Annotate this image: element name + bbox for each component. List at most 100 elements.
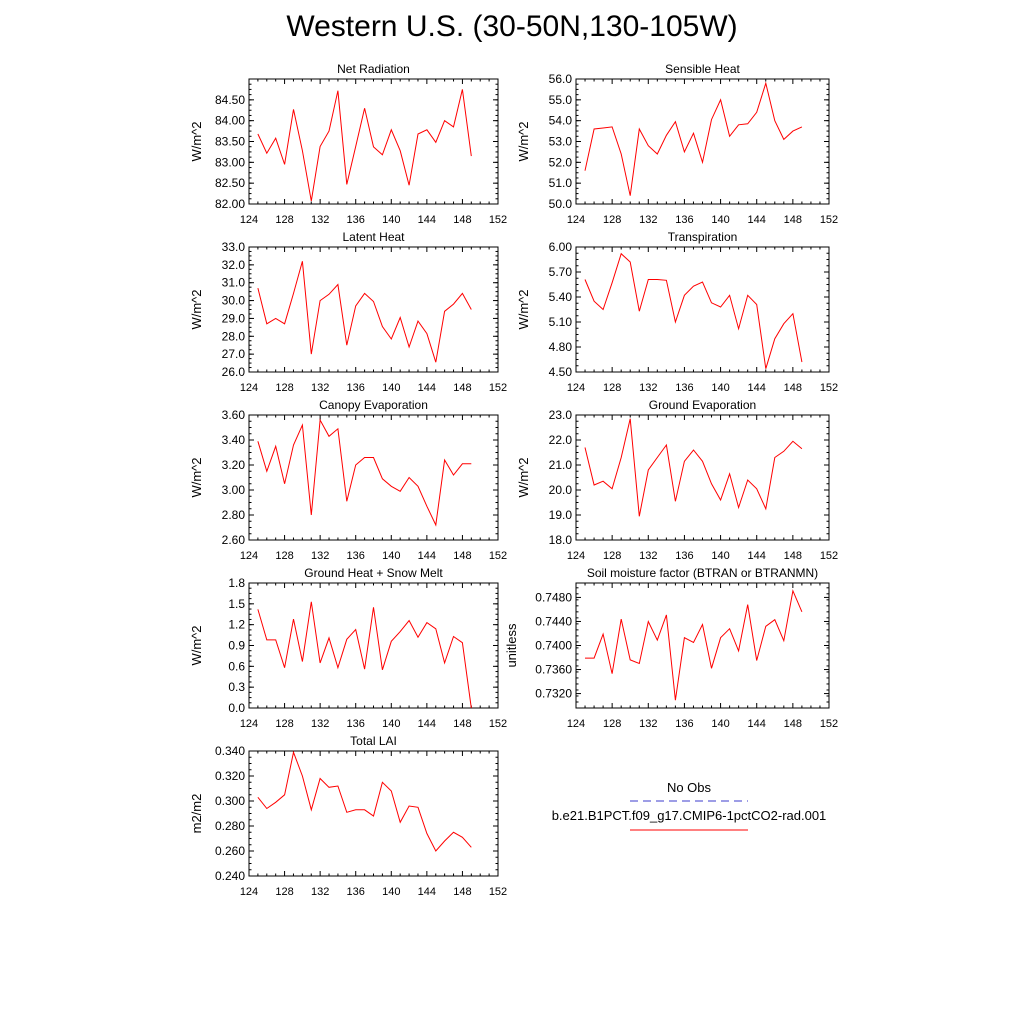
x-tick-label: 152 — [489, 718, 507, 730]
y-tick-label: 0.340 — [215, 744, 245, 758]
y-tick-label: 83.50 — [215, 135, 245, 149]
x-tick-label: 132 — [639, 214, 657, 226]
series-line — [257, 89, 472, 202]
x-tick-label: 144 — [748, 550, 766, 562]
legend-label-model: b.e21.B1PCT.f09_g17.CMIP6-1pctCO2-rad.00… — [552, 808, 827, 823]
x-tick-label: 124 — [567, 718, 585, 730]
x-tick-label: 152 — [489, 214, 507, 226]
x-tick-label: 152 — [820, 550, 838, 562]
x-tick-label: 144 — [418, 886, 436, 898]
y-tick-label: 5.40 — [549, 290, 573, 304]
x-tick-label: 148 — [784, 214, 802, 226]
y-tick-label: 55.0 — [549, 93, 573, 107]
x-tick-label: 124 — [567, 214, 585, 226]
x-tick-label: 152 — [820, 718, 838, 730]
x-tick-label: 144 — [748, 214, 766, 226]
x-tick-label: 128 — [275, 718, 293, 730]
x-tick-label: 132 — [639, 718, 657, 730]
x-tick-label: 136 — [675, 718, 693, 730]
x-tick-label: 128 — [275, 886, 293, 898]
x-tick-label: 128 — [275, 214, 293, 226]
x-tick-label: 128 — [603, 214, 621, 226]
panel-2: Sensible Heat 124 128 132 136 140 144 148 152 50.… — [516, 62, 838, 226]
x-tick-label: 144 — [418, 550, 436, 562]
y-tick-label: 53.0 — [549, 135, 573, 149]
x-tick-label: 140 — [382, 214, 400, 226]
x-tick-label: 152 — [820, 382, 838, 394]
x-tick-label: 148 — [784, 550, 802, 562]
x-tick-label: 140 — [711, 550, 729, 562]
x-tick-label: 144 — [418, 214, 436, 226]
y-tick-label: 4.80 — [549, 340, 573, 354]
x-tick-label: 140 — [382, 886, 400, 898]
panel-title: Soil moisture factor (BTRAN or BTRANMN) — [587, 566, 818, 580]
series-line — [257, 418, 472, 527]
y-tick-label: 0.3 — [228, 680, 245, 694]
series-line — [584, 252, 803, 369]
y-tick-label: 28.0 — [222, 329, 246, 343]
y-axis-label: unitless — [504, 623, 519, 668]
y-tick-label: 56.0 — [549, 72, 573, 86]
series-line — [257, 601, 472, 709]
x-tick-label: 144 — [418, 718, 436, 730]
y-tick-label: 0.7440 — [535, 614, 572, 628]
x-tick-label: 148 — [453, 550, 471, 562]
x-tick-label: 136 — [675, 214, 693, 226]
x-tick-label: 124 — [567, 382, 585, 394]
y-tick-label: 82.00 — [215, 197, 245, 211]
panel-3: Latent Heat 124 128 132 136 140 144 148 152 26.0 2… — [189, 230, 507, 394]
x-tick-label: 140 — [382, 382, 400, 394]
y-tick-label: 20.0 — [549, 483, 573, 497]
panel-title: Latent Heat — [342, 230, 405, 244]
y-tick-label: 52.0 — [549, 155, 573, 169]
plot-frame — [575, 414, 830, 541]
y-tick-label: 4.50 — [549, 365, 573, 379]
x-tick-label: 132 — [311, 550, 329, 562]
x-tick-label: 132 — [311, 886, 329, 898]
x-tick-label: 128 — [603, 550, 621, 562]
panel-1: Net Radiation 124 128 132 136 140 144 148 152 82.… — [189, 62, 507, 226]
series-line — [584, 81, 803, 196]
x-tick-label: 144 — [748, 718, 766, 730]
y-tick-label: 3.60 — [222, 408, 246, 422]
x-tick-label: 152 — [489, 550, 507, 562]
y-tick-label: 0.6 — [228, 659, 245, 673]
y-axis-label: W/m^2 — [516, 289, 531, 329]
y-tick-label: 6.00 — [549, 240, 573, 254]
x-tick-label: 124 — [567, 550, 585, 562]
x-tick-label: 136 — [347, 214, 365, 226]
y-tick-label: 83.00 — [215, 155, 245, 169]
x-tick-label: 140 — [382, 550, 400, 562]
y-tick-label: 22.0 — [549, 433, 573, 447]
plot-frame — [248, 750, 499, 877]
legend-label-obs: No Obs — [667, 780, 712, 795]
y-tick-label: 0.7360 — [535, 663, 572, 677]
legend: No Obs b.e21.B1PCT.f09_g17.CMIP6-1pctCO2-… — [552, 780, 827, 831]
x-tick-label: 124 — [240, 886, 258, 898]
y-tick-label: 23.0 — [549, 408, 573, 422]
x-tick-label: 128 — [603, 382, 621, 394]
x-tick-label: 132 — [311, 718, 329, 730]
x-tick-label: 136 — [675, 382, 693, 394]
series-line — [584, 418, 803, 517]
x-tick-label: 148 — [453, 382, 471, 394]
panel-title: Ground Evaporation — [649, 398, 756, 412]
y-tick-label: 1.5 — [228, 597, 245, 611]
x-tick-label: 136 — [347, 886, 365, 898]
y-tick-label: 50.0 — [549, 197, 573, 211]
y-tick-label: 0.320 — [215, 769, 245, 783]
y-tick-label: 21.0 — [549, 458, 573, 472]
x-tick-label: 144 — [418, 382, 436, 394]
y-tick-label: 3.00 — [222, 483, 246, 497]
y-tick-label: 0.7400 — [535, 639, 572, 653]
x-tick-label: 128 — [275, 382, 293, 394]
y-tick-label: 82.50 — [215, 176, 245, 190]
y-tick-label: 5.10 — [549, 315, 573, 329]
y-axis-label: W/m^2 — [189, 625, 204, 665]
x-tick-label: 124 — [240, 718, 258, 730]
x-tick-label: 148 — [453, 214, 471, 226]
x-tick-label: 128 — [603, 718, 621, 730]
x-tick-label: 148 — [784, 718, 802, 730]
y-tick-label: 32.0 — [222, 258, 246, 272]
